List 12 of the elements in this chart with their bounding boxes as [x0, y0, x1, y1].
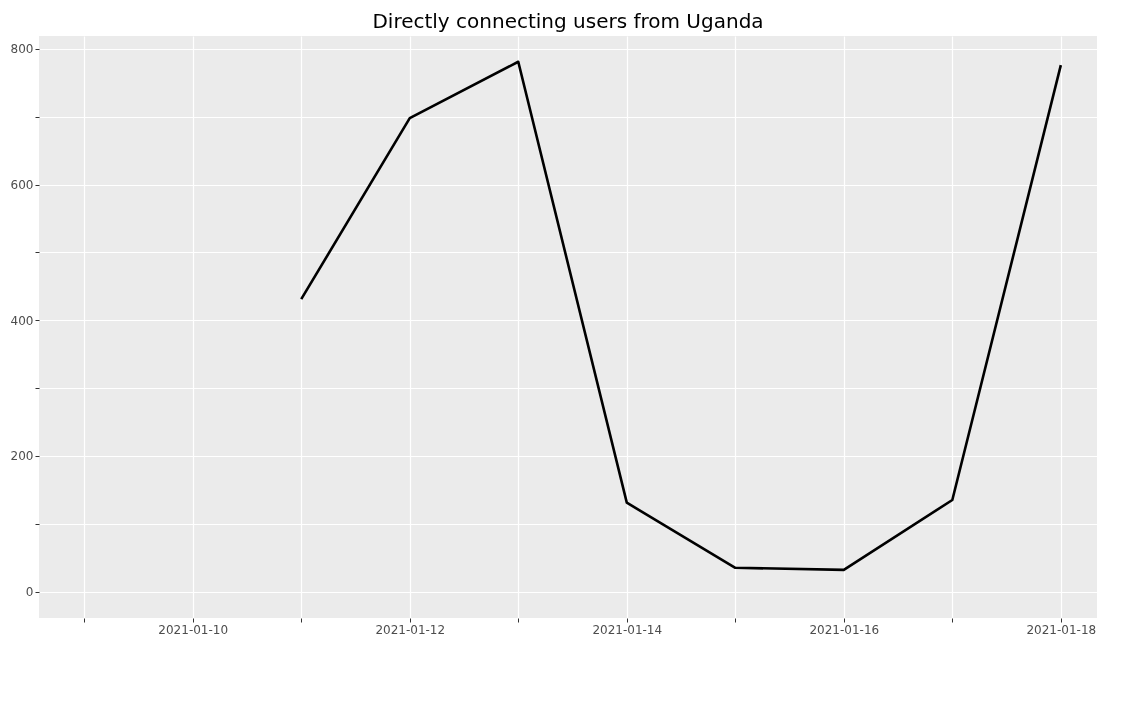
y-tick-label: 400: [10, 313, 34, 328]
y-tick-label: 800: [10, 42, 34, 57]
x-tick-label: 2021-01-16: [809, 622, 880, 637]
x-tick-label: 2021-01-12: [375, 622, 446, 637]
y-tick-label: 0: [25, 585, 34, 600]
y-tick-label: 600: [10, 178, 34, 193]
chart-title: Directly connecting users from Uganda: [372, 9, 764, 33]
x-tick-label: 2021-01-10: [158, 622, 229, 637]
x-tick-label: 2021-01-14: [592, 622, 663, 637]
y-tick-label: 200: [10, 449, 34, 464]
line-series: [299, 60, 1063, 572]
x-tick-label: 2021-01-18: [1026, 622, 1097, 637]
